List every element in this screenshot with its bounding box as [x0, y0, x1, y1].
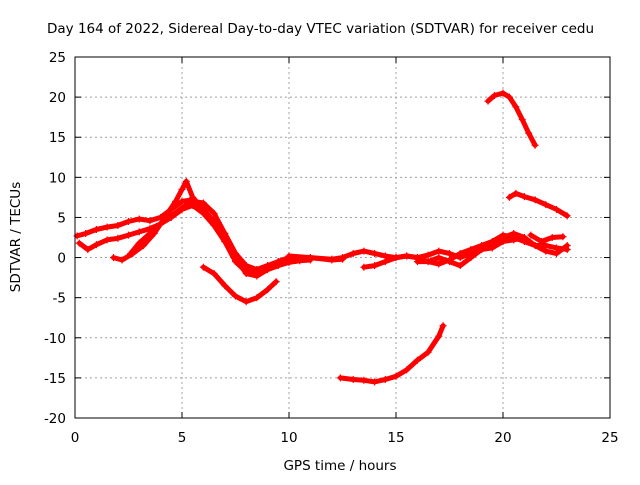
series-arc-11 [506, 190, 570, 219]
x-tick-label: 5 [178, 430, 187, 446]
series-arc-5 [200, 264, 279, 305]
series-arc-12 [528, 232, 566, 244]
chart-title: Day 164 of 2022, Sidereal Day-to-day VTE… [47, 21, 594, 37]
y-tick-label: 20 [49, 90, 66, 106]
x-tick-label: 0 [71, 430, 80, 446]
y-tick-label: -20 [44, 411, 66, 427]
y-tick-label: 5 [57, 210, 66, 226]
series-arc-4 [128, 198, 292, 275]
plot-frame [74, 56, 611, 419]
y-tick-label: -5 [53, 291, 66, 307]
y-tick-label: 0 [57, 251, 66, 267]
x-tick-label: 20 [494, 430, 511, 446]
x-tick-label: 10 [280, 430, 297, 446]
y-tick-label: 15 [49, 130, 66, 146]
y-axis-label: SDTVAR / TECUs [8, 182, 24, 292]
y-tick-label: -15 [44, 371, 66, 387]
y-tick-label: 25 [49, 50, 66, 66]
x-tick-label: 15 [387, 430, 404, 446]
y-tick-label: -10 [44, 331, 66, 347]
y-tick-label: 10 [49, 170, 66, 186]
x-tick-label: 25 [601, 430, 618, 446]
x-axis-label: GPS time / hours [283, 458, 396, 474]
